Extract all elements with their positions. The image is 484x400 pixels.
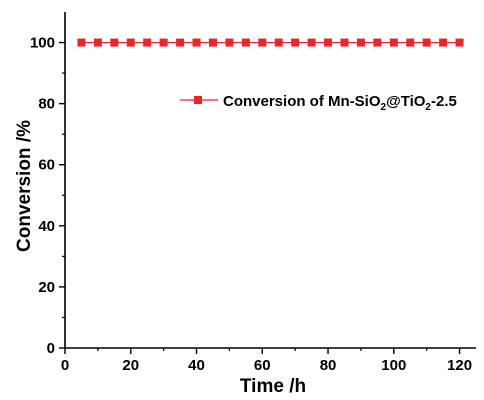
data-point	[455, 38, 464, 47]
y-tick-label: 80	[38, 96, 55, 113]
legend-label-prefix: Conversion of Mn-SiO	[223, 93, 381, 110]
y-axis-title: Conversion /%	[14, 120, 35, 252]
legend-label-suffix: -2.5	[431, 93, 457, 110]
data-point	[192, 38, 201, 47]
y-tick-label: 20	[38, 279, 55, 296]
y-tick-label: 100	[30, 35, 55, 52]
x-tick-label: 0	[61, 357, 69, 374]
data-point	[356, 38, 365, 47]
x-tick-label: 60	[254, 357, 271, 374]
legend-label-mid: @TiO	[386, 93, 426, 110]
data-point	[241, 38, 250, 47]
data-point	[274, 38, 283, 47]
x-tick-label: 40	[188, 357, 205, 374]
x-tick-label: 80	[320, 357, 337, 374]
legend-label-sub2: 2	[425, 102, 431, 113]
x-tick-label: 100	[381, 357, 406, 374]
data-point	[324, 38, 333, 47]
legend: Conversion of Mn-SiO2@TiO2-2.5	[180, 93, 457, 113]
x-axis-title: Time /h	[240, 376, 306, 397]
data-point	[373, 38, 382, 47]
data-point	[389, 38, 398, 47]
data-point	[225, 38, 234, 47]
data-point	[258, 38, 267, 47]
data-point	[291, 38, 300, 47]
data-point	[439, 38, 448, 47]
data-point	[307, 38, 316, 47]
y-tick-label: 40	[38, 218, 55, 235]
x-tick-label: 20	[122, 357, 139, 374]
legend-marker	[194, 96, 202, 104]
y-tick-label: 60	[38, 157, 55, 174]
data-point	[208, 38, 217, 47]
axes	[64, 12, 476, 349]
data-point	[77, 38, 86, 47]
x-tick-label: 120	[447, 357, 472, 374]
data-point	[176, 38, 185, 47]
legend-label: Conversion of Mn-SiO2@TiO2-2.5	[223, 93, 457, 113]
y-tick-label: 0	[47, 340, 55, 357]
data-point	[159, 38, 168, 47]
ticks: 0 20 40 60 80 100 120 0 20 40 60 80 100	[30, 35, 472, 374]
legend-label-sub1: 2	[381, 102, 387, 113]
data-point	[340, 38, 349, 47]
data-point	[422, 38, 431, 47]
data-point	[93, 38, 102, 47]
data-point	[143, 38, 152, 47]
data-point	[110, 38, 119, 47]
data-point	[126, 38, 135, 47]
series-layer	[77, 38, 464, 47]
data-point	[406, 38, 415, 47]
